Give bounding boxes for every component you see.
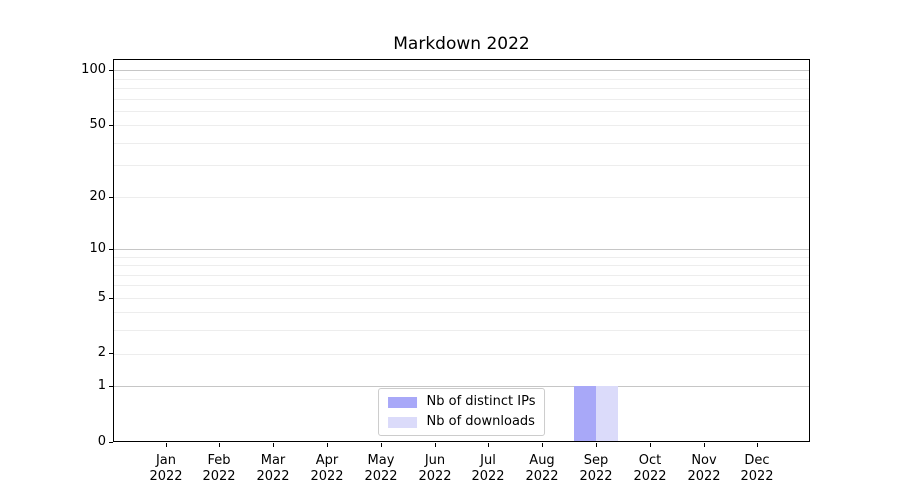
y-tick-label: 0	[97, 434, 106, 449]
legend: Nb of distinct IPs Nb of downloads	[377, 388, 546, 436]
minor-gridline	[113, 297, 810, 299]
major-gridline	[113, 248, 810, 250]
legend-label-downloads: Nb of downloads	[426, 414, 535, 429]
x-tick-mark	[704, 443, 705, 447]
x-tick-label: Aug 2022	[525, 453, 559, 484]
legend-swatch-downloads-icon	[387, 416, 417, 428]
bar-distinct-ips	[573, 386, 596, 442]
legend-swatch-distinct-ips-icon	[387, 396, 417, 408]
x-tick-mark	[273, 443, 274, 447]
x-tick-label: Mar 2022	[256, 453, 290, 484]
y-tick-mark	[109, 386, 113, 387]
x-tick-mark	[542, 443, 543, 447]
y-tick-label: 2	[97, 345, 106, 360]
x-tick-label: Apr 2022	[310, 453, 344, 484]
minor-gridline	[113, 87, 810, 89]
x-tick-mark	[327, 443, 328, 447]
x-tick-mark	[757, 443, 758, 447]
y-tick-mark	[109, 298, 113, 299]
legend-label-distinct-ips: Nb of distinct IPs	[426, 394, 536, 409]
minor-gridline	[113, 125, 810, 127]
y-tick-mark	[109, 70, 113, 71]
x-tick-label: Jan 2022	[149, 453, 183, 484]
minor-gridline	[113, 285, 810, 287]
x-tick-mark	[596, 443, 597, 447]
y-tick-mark	[109, 249, 113, 250]
y-tick-label: 10	[89, 241, 106, 256]
minor-gridline	[113, 196, 810, 198]
y-tick-mark	[109, 197, 113, 198]
axes-spine	[113, 59, 810, 442]
y-tick-mark	[109, 125, 113, 126]
x-tick-label: May 2022	[364, 453, 398, 484]
x-tick-label: Oct 2022	[633, 453, 667, 484]
x-tick-label: Jul 2022	[471, 453, 505, 484]
minor-gridline	[113, 353, 810, 355]
legend-item-downloads: Nb of downloads	[387, 414, 536, 430]
y-tick-label: 100	[81, 62, 106, 77]
x-tick-label: Nov 2022	[687, 453, 721, 484]
plot-area: Nb of distinct IPs Nb of downloads	[113, 59, 810, 442]
minor-gridline	[113, 78, 810, 80]
minor-gridline	[113, 265, 810, 266]
major-gridline	[113, 70, 810, 72]
minor-gridline	[113, 312, 810, 314]
minor-gridline	[113, 110, 810, 112]
minor-gridline	[113, 274, 810, 276]
x-tick-mark	[166, 443, 167, 447]
y-tick-label: 50	[89, 117, 106, 132]
x-tick-mark	[219, 443, 220, 447]
legend-item-distinct-ips: Nb of distinct IPs	[387, 394, 536, 410]
minor-gridline	[113, 256, 810, 258]
x-tick-mark	[650, 443, 651, 447]
chart-title: Markdown 2022	[393, 34, 530, 54]
y-tick-label: 5	[97, 290, 106, 305]
x-tick-label: Sep 2022	[579, 453, 613, 484]
y-tick-mark	[109, 353, 113, 354]
y-tick-label: 20	[89, 189, 106, 204]
minor-gridline	[113, 98, 810, 100]
bar-downloads	[595, 386, 618, 442]
x-tick-mark	[435, 443, 436, 447]
y-tick-mark	[109, 442, 113, 443]
major-gridline	[113, 386, 810, 388]
x-tick-mark	[488, 443, 489, 447]
minor-gridline	[113, 165, 810, 167]
x-tick-label: Jun 2022	[418, 453, 452, 484]
minor-gridline	[113, 142, 810, 144]
x-tick-label: Feb 2022	[202, 453, 236, 484]
x-tick-mark	[381, 443, 382, 447]
x-tick-label: Dec 2022	[740, 453, 774, 484]
y-tick-label: 1	[97, 378, 106, 393]
minor-gridline	[113, 330, 810, 332]
